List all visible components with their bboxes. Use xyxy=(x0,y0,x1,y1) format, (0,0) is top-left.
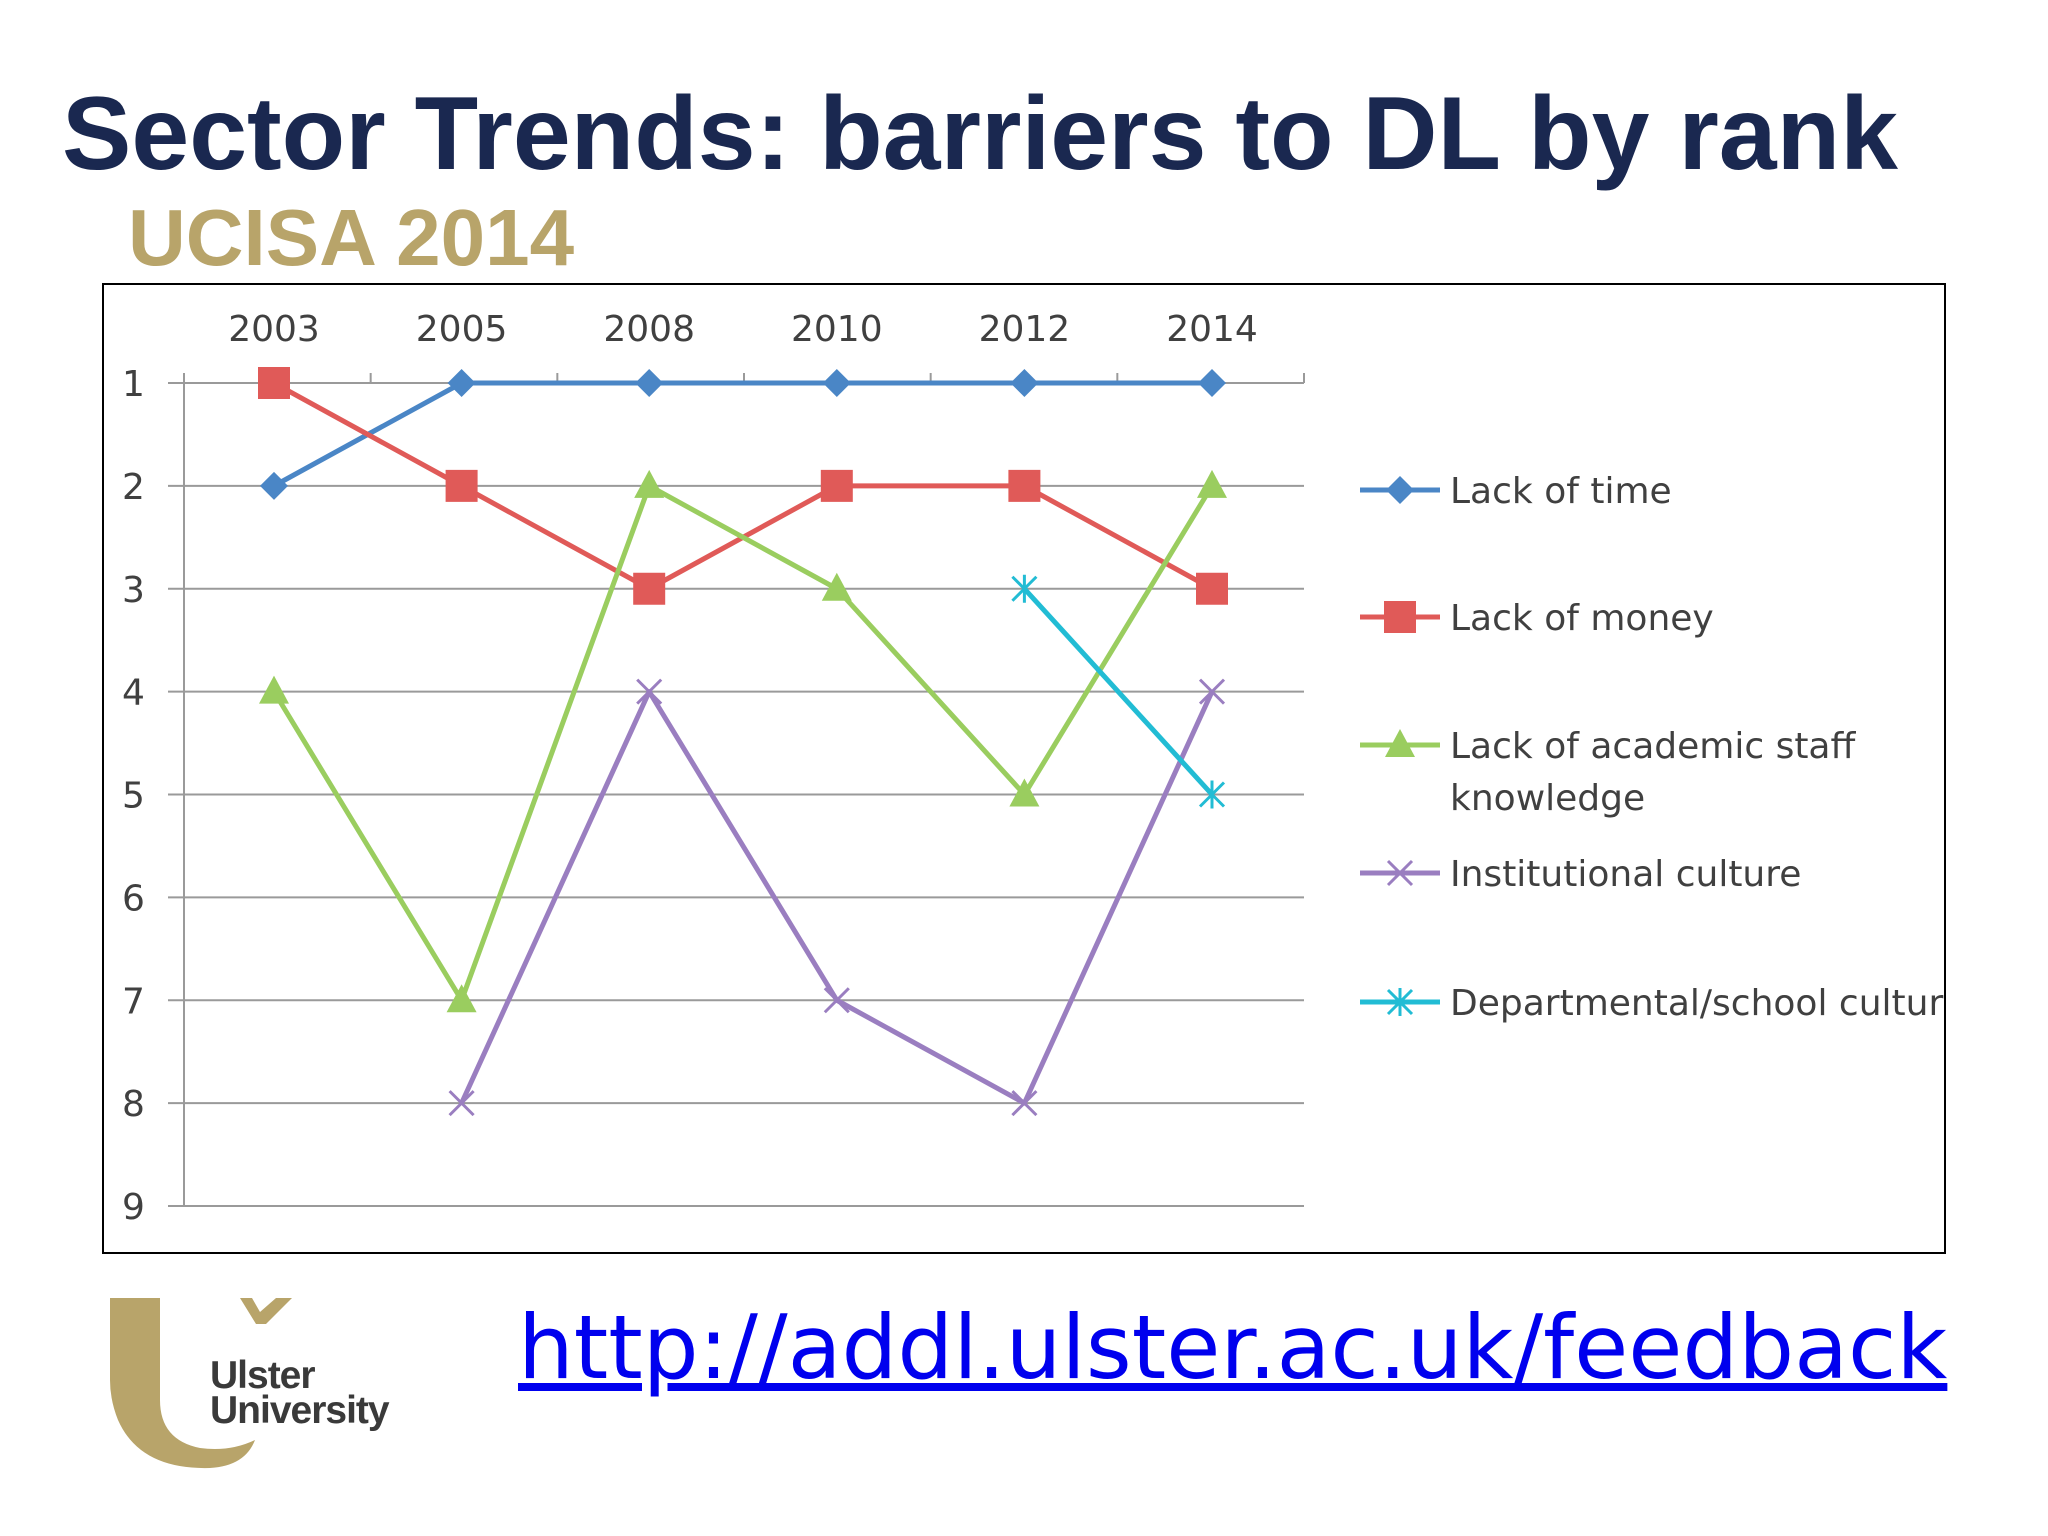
data-point-diamond xyxy=(635,369,664,397)
y-tick-label: 9 xyxy=(122,1187,145,1228)
legend-label-line: knowledge xyxy=(1450,778,1645,819)
data-point-x xyxy=(1198,678,1226,705)
y-tick-label: 3 xyxy=(122,570,145,611)
series-line xyxy=(272,380,1212,489)
data-point-triangle xyxy=(634,469,665,498)
legend-item: Institutional culture xyxy=(1360,854,1801,895)
y-tick-label: 7 xyxy=(122,981,145,1022)
ulster-university-logo: Ulster University xyxy=(100,1290,420,1470)
x-tick-label: 2014 xyxy=(1166,309,1258,350)
x-tick-label: 2012 xyxy=(979,309,1071,350)
series-line xyxy=(1022,587,1214,797)
legend-item: Lack of academic staff knowledge xyxy=(1360,726,1856,819)
data-point-triangle xyxy=(1385,729,1415,757)
data-point-triangle xyxy=(1197,469,1227,498)
feedback-link[interactable]: http://addl.ulster.ac.uk/feedback xyxy=(518,1296,1948,1399)
series-0 xyxy=(260,369,1226,500)
data-point-x xyxy=(448,1090,475,1117)
legend-label: Lack of money xyxy=(1450,598,1714,639)
x-mark-stroke xyxy=(1011,1090,1038,1117)
legend-label: Lack of academic staff knowledge xyxy=(1450,726,1856,819)
logo-wordmark: Ulster University xyxy=(210,1354,390,1432)
data-point-square xyxy=(633,572,666,605)
legend-label-line: Institutional culture xyxy=(1450,854,1801,895)
logo-word-university: University xyxy=(210,1389,390,1432)
x-mark-stroke xyxy=(636,678,663,705)
legend-label-line: Lack of money xyxy=(1450,598,1714,639)
legend-label-line: Lack of time xyxy=(1450,471,1672,512)
data-point-diamond xyxy=(1386,476,1414,504)
y-tick-label: 4 xyxy=(122,673,145,714)
series-line xyxy=(271,483,1215,1003)
data-point-x xyxy=(1011,1090,1038,1117)
legend-label-line: Departmental/school culture xyxy=(1450,983,1944,1024)
x-mark-stroke xyxy=(1198,678,1226,705)
legend-label: Departmental/school culture xyxy=(1450,983,1944,1024)
data-point-diamond xyxy=(822,369,851,397)
legend: Lack of time Lack of money Lack of academi… xyxy=(1360,471,1944,1024)
ulster-u-mark-icon xyxy=(110,1298,292,1469)
data-point-square xyxy=(1008,469,1041,502)
data-point-diamond xyxy=(1010,369,1039,397)
x-tick-label: 2008 xyxy=(603,309,695,350)
series-lines xyxy=(258,367,1228,1117)
y-tick-label: 2 xyxy=(122,467,145,508)
slide-subtitle: UCISA 2014 xyxy=(128,193,575,282)
data-point-square xyxy=(1196,572,1228,605)
legend-label-line: Lack of academic staff xyxy=(1450,726,1856,767)
x-tick-label: 2010 xyxy=(791,309,883,350)
data-point-square xyxy=(258,367,290,399)
x-mark-stroke xyxy=(448,1090,475,1117)
data-point-diamond xyxy=(260,471,288,500)
logo-word-ulster: Ulster xyxy=(210,1354,316,1397)
legend-label: Institutional culture xyxy=(1450,854,1801,895)
data-point-star xyxy=(1011,574,1038,603)
data-point-triangle xyxy=(821,572,852,601)
y-tick-label: 8 xyxy=(122,1084,145,1125)
series-3 xyxy=(448,678,1226,1117)
data-point-x xyxy=(636,678,663,705)
data-point-diamond xyxy=(447,369,476,397)
data-point-x xyxy=(1386,859,1414,887)
axes: 1 2 3 4 5 6 7 8 9 2003 2005 2008 2010 2012 2014 xyxy=(122,309,1305,1228)
data-point-diamond xyxy=(1198,369,1226,397)
x-tick-label: 2005 xyxy=(416,309,508,350)
slide-title: Sector Trends: barriers to DL by rank xyxy=(62,76,1898,192)
x-mark-stroke xyxy=(1386,859,1414,887)
series-2 xyxy=(259,469,1227,1013)
data-point-star xyxy=(1198,780,1226,809)
data-point-triangle xyxy=(259,675,289,704)
legend-item: Lack of money xyxy=(1360,598,1714,639)
data-point-star xyxy=(1386,988,1414,1016)
data-point-square xyxy=(820,469,853,502)
data-point-triangle xyxy=(1009,778,1040,807)
legend-item: Lack of time xyxy=(1360,471,1672,512)
legend-item: Departmental/school culture xyxy=(1360,983,1944,1024)
chart-frame: 1 2 3 4 5 6 7 8 9 2003 2005 2008 2010 2012 2014 Lack o… xyxy=(102,283,1946,1254)
y-tick-label: 5 xyxy=(122,776,145,817)
data-point-triangle xyxy=(446,984,477,1013)
data-point-x xyxy=(823,987,850,1014)
data-point-square xyxy=(1384,601,1416,633)
y-tick-label: 1 xyxy=(122,364,145,405)
x-mark-stroke xyxy=(823,987,850,1014)
data-point-square xyxy=(445,469,478,502)
line-chart: 1 2 3 4 5 6 7 8 9 2003 2005 2008 2010 2012 2014 Lack o… xyxy=(122,309,1944,1228)
x-tick-label: 2003 xyxy=(228,309,320,350)
legend-label: Lack of time xyxy=(1450,471,1672,512)
y-tick-label: 6 xyxy=(122,878,145,919)
series-4 xyxy=(1011,574,1226,809)
gridlines xyxy=(168,382,1304,1207)
